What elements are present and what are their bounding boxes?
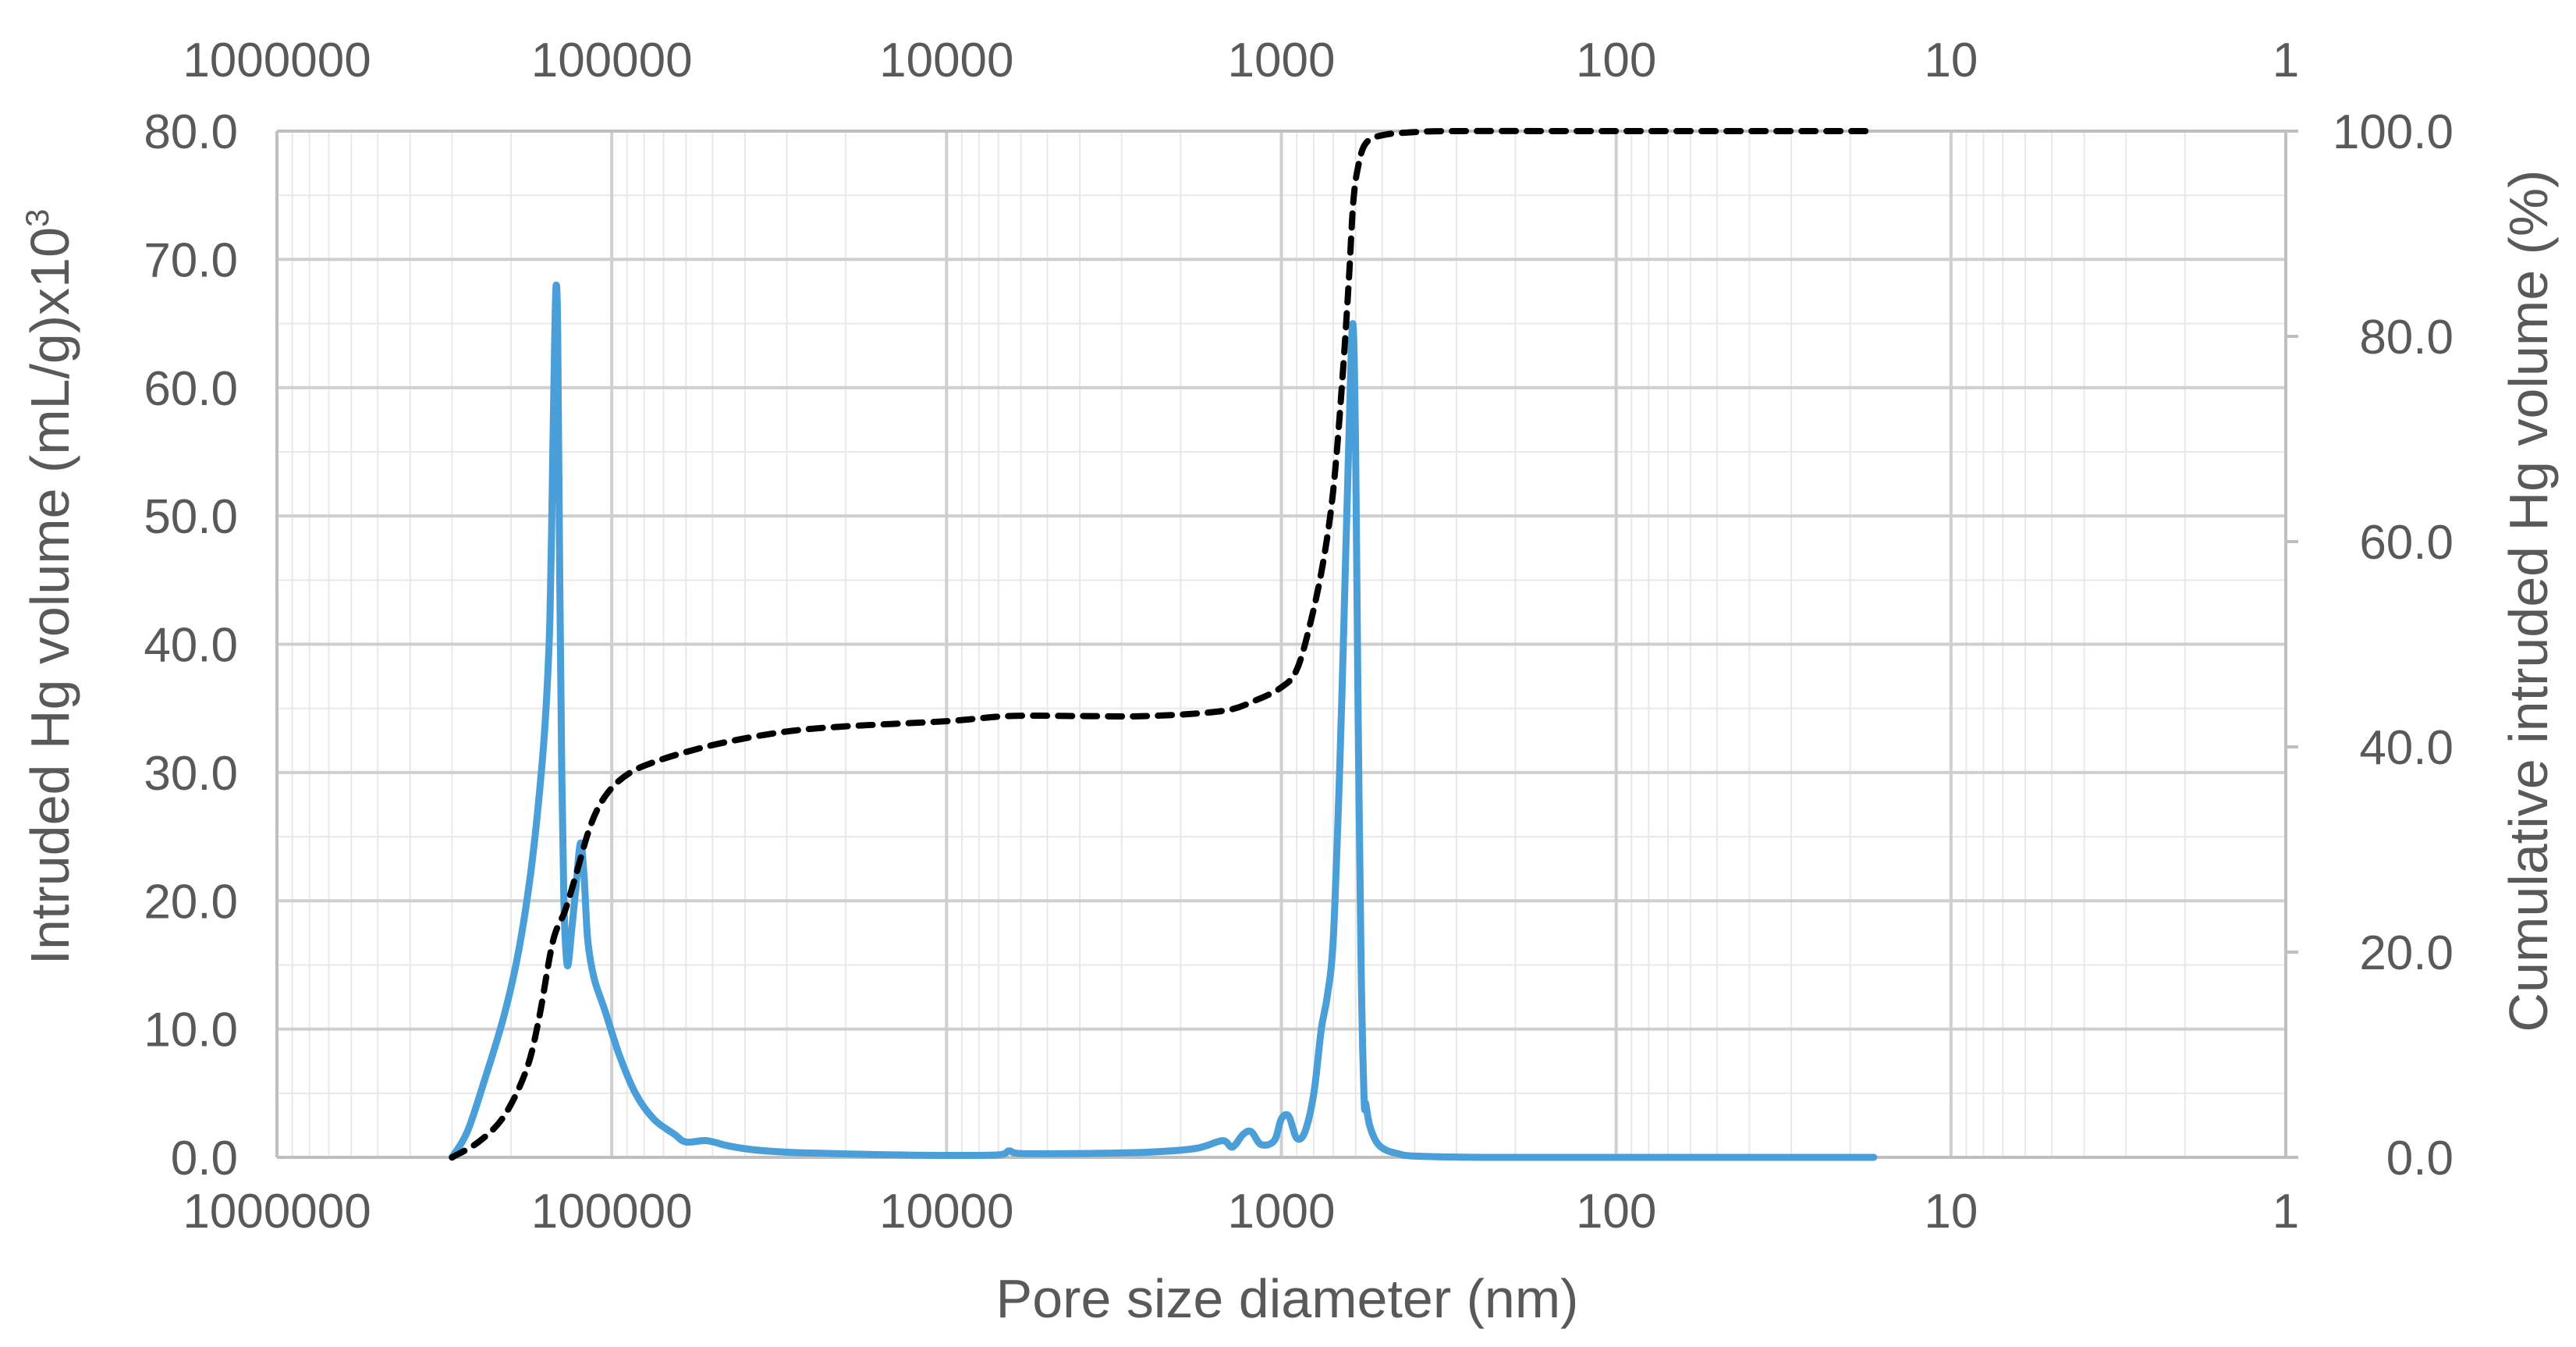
x-tick-label-bottom: 100 [1576, 1185, 1656, 1239]
y-tick-label-left: 60.0 [144, 362, 238, 416]
right-y-axis-title: Cumulative intruded Hg volume (%) [2498, 170, 2559, 1032]
y-tick-label-right: 20.0 [2359, 926, 2454, 980]
x-tick-label-bottom: 1000 [1228, 1185, 1336, 1239]
series-layer [448, 127, 1878, 1161]
y-tick-label-right: 60.0 [2359, 516, 2454, 570]
y-tick-label-left: 10.0 [144, 1004, 238, 1057]
x-tick-label-top: 10000 [879, 34, 1013, 87]
y-tick-label-right: 80.0 [2359, 311, 2454, 364]
y-tick-label-left: 20.0 [144, 875, 238, 929]
y-tick-label-left: 70.0 [144, 233, 238, 287]
x-tick-label-bottom: 10 [1924, 1185, 1978, 1239]
x-tick-label-top: 1000 [1228, 34, 1336, 87]
y-tick-label-left: 30.0 [144, 747, 238, 801]
x-tick-label-top: 1 [2273, 34, 2299, 87]
left-y-axis-title-text: Intruded Hg volume (mL/g)x10 [20, 227, 80, 965]
axes [275, 130, 2298, 1159]
y-tick-label-right: 40.0 [2359, 721, 2454, 775]
x-axis-title: Pore size diameter (nm) [996, 1268, 1579, 1329]
left-y-axis-title-superscript: 3 [19, 209, 55, 227]
y-tick-label-left: 40.0 [144, 619, 238, 673]
x-tick-label-bottom: 1000000 [183, 1185, 371, 1239]
x-tick-label-bottom: 1 [2273, 1185, 2299, 1239]
tick-labels: 1000000100000010000010000010000100001000… [144, 34, 2454, 1239]
major-gridlines [275, 130, 2287, 1159]
y-tick-label-right: 0.0 [2386, 1132, 2454, 1185]
x-tick-label-top: 1000000 [183, 34, 371, 87]
left-y-axis-title: Intruded Hg volume (mL/g)x103 [19, 209, 80, 965]
x-tick-label-top: 10 [1924, 34, 1978, 87]
intruded-volume-line [448, 281, 1878, 1161]
y-tick-label-left: 0.0 [171, 1132, 238, 1185]
x-tick-label-top: 100000 [531, 34, 693, 87]
cumulative-volume-line [449, 127, 1877, 1160]
y-tick-label-right: 100.0 [2333, 105, 2454, 159]
y-tick-label-left: 80.0 [144, 105, 238, 159]
x-tick-label-bottom: 100000 [531, 1185, 693, 1239]
y-tick-label-left: 50.0 [144, 490, 238, 544]
x-tick-label-bottom: 10000 [879, 1185, 1013, 1239]
x-tick-label-top: 100 [1576, 34, 1656, 87]
